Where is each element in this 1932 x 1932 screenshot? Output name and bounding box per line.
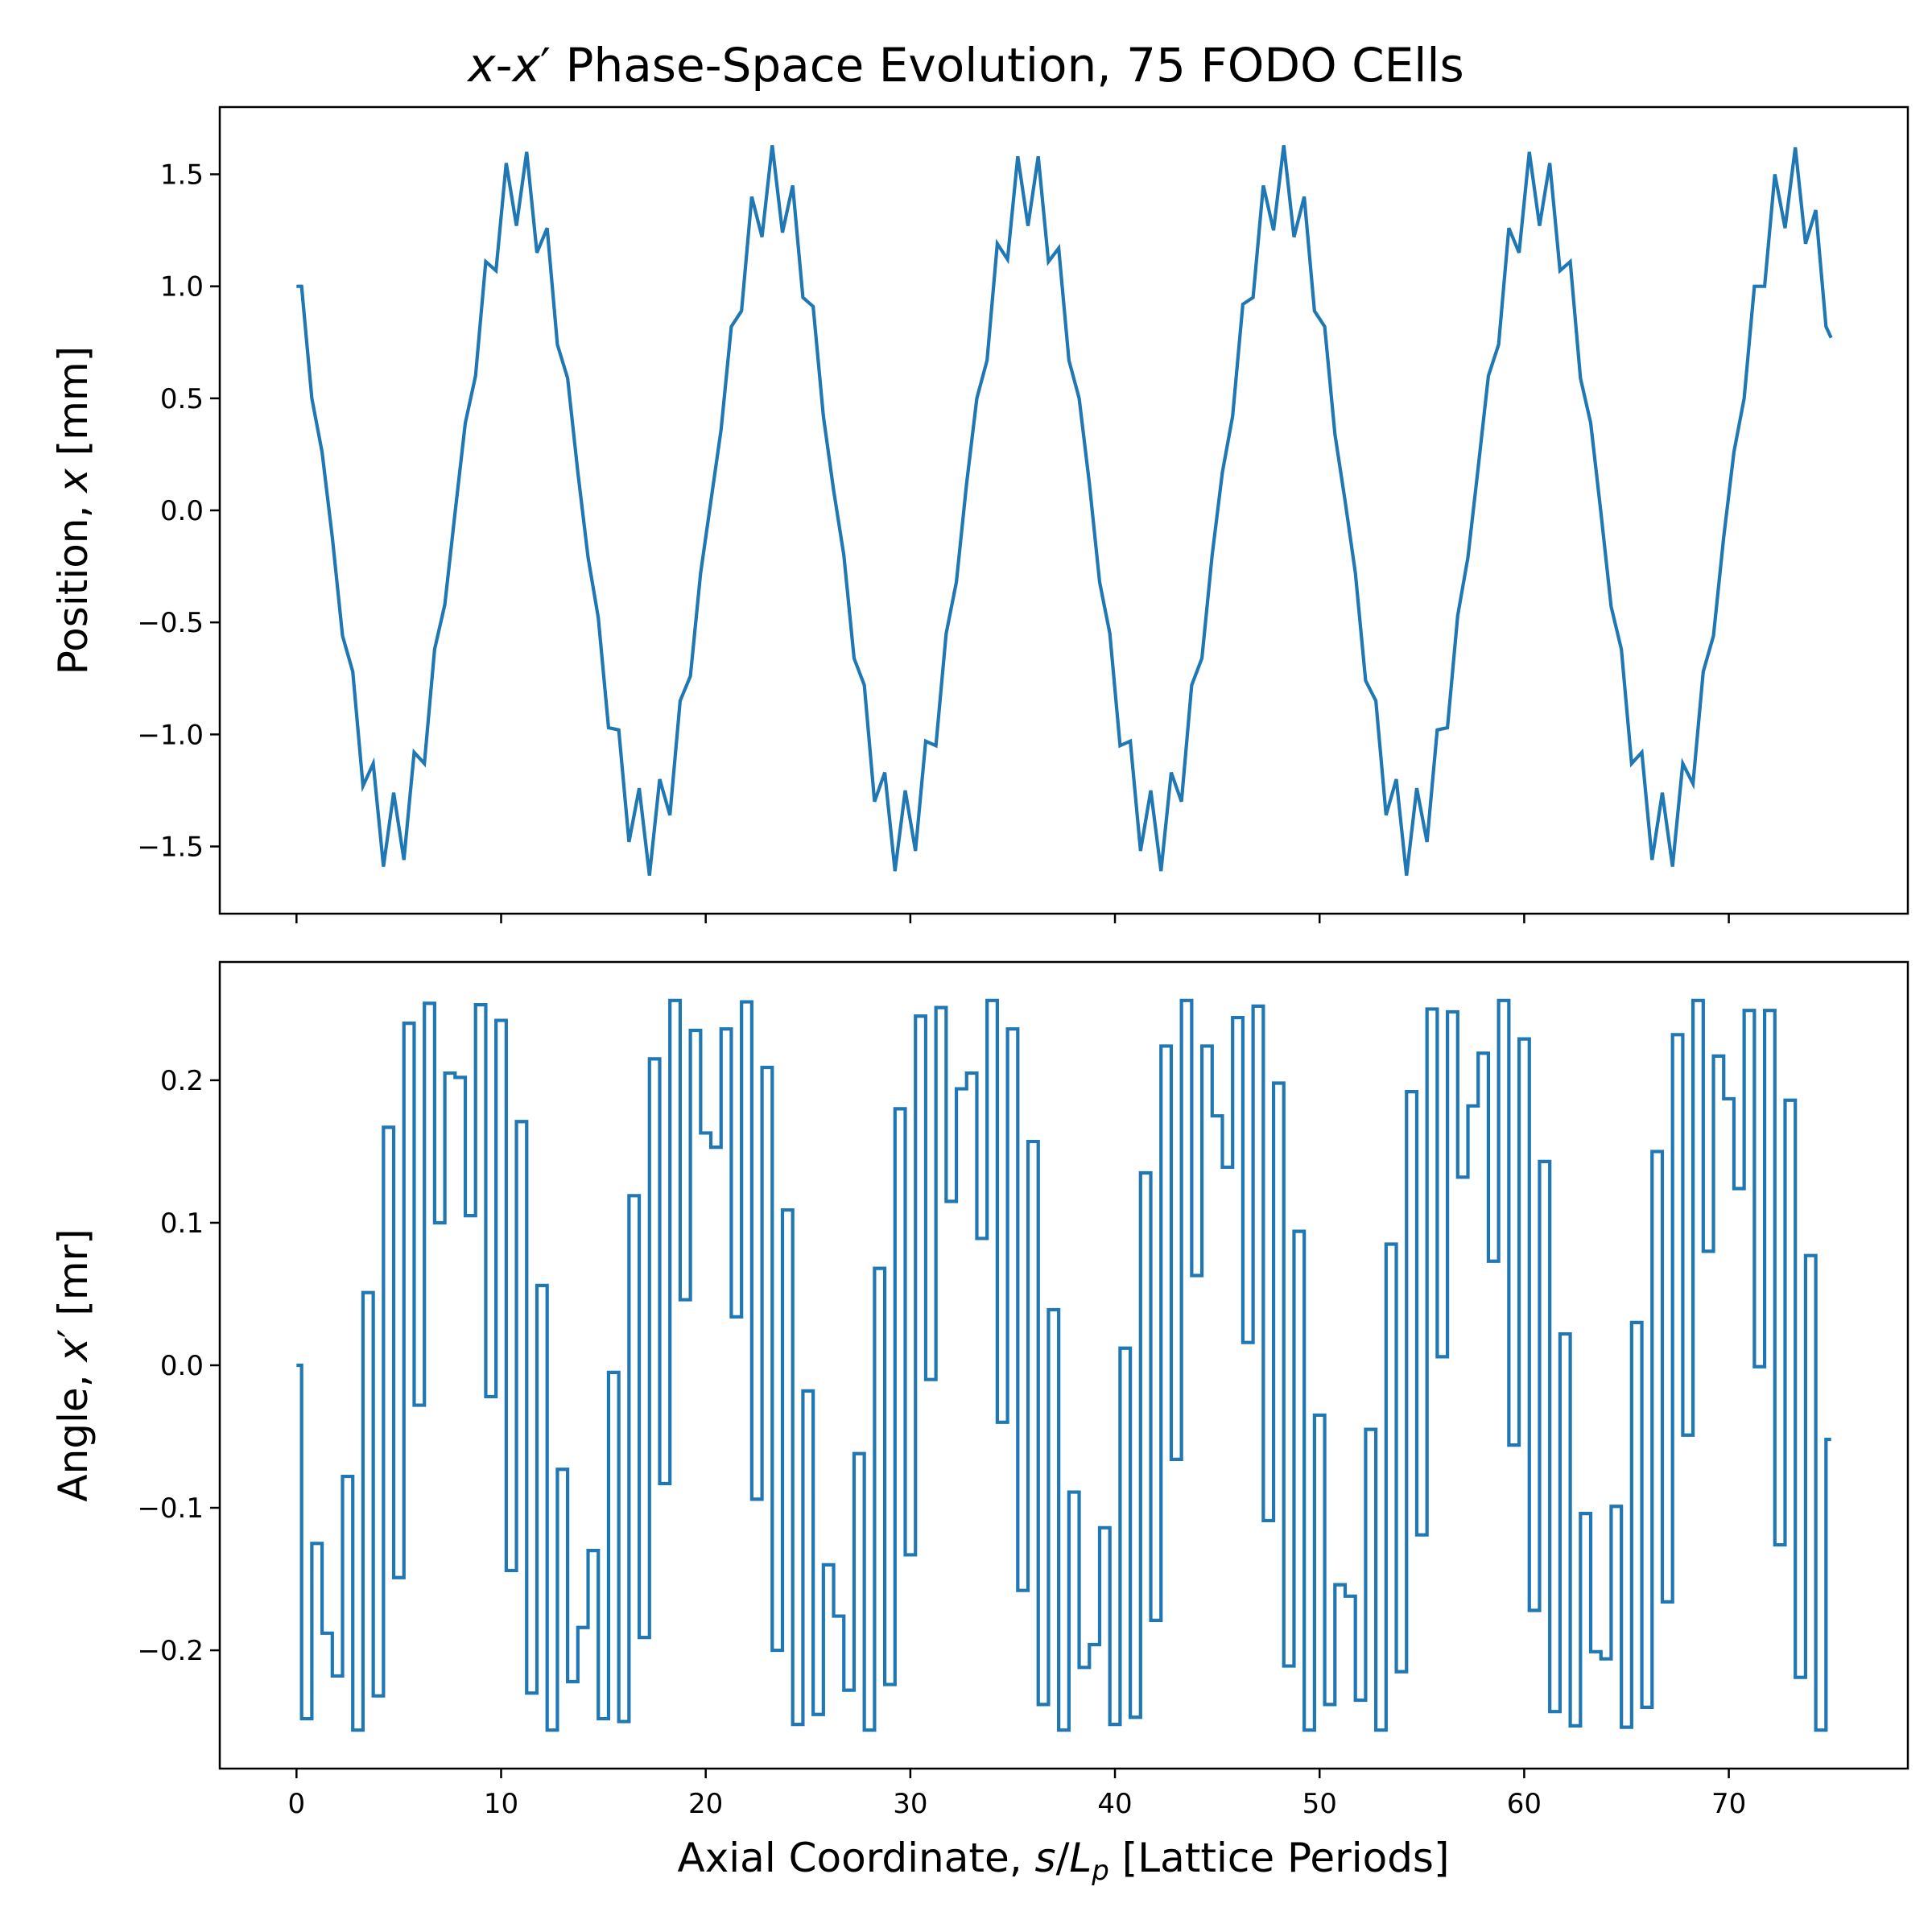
angle-panel: −0.2 −0.1 0.0 0.1 0.2 0 10 20 30 40 50 60 70 Angle,… xyxy=(50,960,1909,1820)
angle-x-tick-label: 60 xyxy=(1507,1788,1542,1820)
angle-x-tick-label: 20 xyxy=(688,1788,723,1820)
position-y-tick-label: 0.5 xyxy=(160,383,204,415)
x-axis-label: Axial Coordinate, s/Lp [Lattice Periods] xyxy=(678,1835,1450,1887)
angle-x-tick-label: 10 xyxy=(484,1788,518,1820)
position-y-tick-label: 1.0 xyxy=(160,271,204,303)
position-y-ticks: −1.5 −1.0 −0.5 0.0 0.5 1.0 1.5 xyxy=(137,159,220,864)
position-y-tick-label: −1.0 xyxy=(137,719,204,751)
angle-x-tick-label: 0 xyxy=(287,1788,305,1820)
angle-y-tick-label: −0.1 xyxy=(137,1492,204,1525)
figure-title: x-x′ Phase-Space Evolution, 75 FODO CEll… xyxy=(466,38,1463,93)
position-x-ticks xyxy=(295,914,1730,923)
position-axes-frame xyxy=(218,105,1909,915)
position-y-tick-label: 1.5 xyxy=(160,159,204,192)
angle-x-tick-label: 70 xyxy=(1711,1788,1746,1820)
angle-x-tick-label: 40 xyxy=(1097,1788,1132,1820)
angle-y-tick-label: 0.1 xyxy=(160,1208,204,1240)
angle-series-line xyxy=(296,998,1831,1732)
angle-x-tick-label: 50 xyxy=(1302,1788,1337,1820)
position-series-group xyxy=(296,145,1833,876)
angle-series-group xyxy=(296,998,1831,1732)
position-y-tick-label: −1.5 xyxy=(137,832,204,864)
angle-x-ticks: 0 10 20 30 40 50 60 70 xyxy=(287,1769,1746,1820)
angle-y-tick-label: 0.2 xyxy=(160,1065,204,1097)
position-y-axis-label: Position, x [mm] xyxy=(50,346,97,675)
position-series-line xyxy=(296,145,1833,876)
angle-y-tick-label: −0.2 xyxy=(137,1635,204,1667)
angle-x-tick-label: 30 xyxy=(893,1788,927,1820)
angle-y-ticks: −0.2 −0.1 0.0 0.1 0.2 xyxy=(137,1065,220,1667)
position-y-tick-label: −0.5 xyxy=(137,607,204,639)
angle-y-tick-label: 0.0 xyxy=(160,1350,204,1382)
angle-axes-frame xyxy=(218,960,1909,1770)
position-panel: −1.5 −1.0 −0.5 0.0 0.5 1.0 1.5 Position, x [mm… xyxy=(50,105,1909,923)
angle-y-axis-label: Angle, x′ [mr] xyxy=(50,1228,97,1501)
position-y-tick-label: 0.0 xyxy=(160,495,204,527)
